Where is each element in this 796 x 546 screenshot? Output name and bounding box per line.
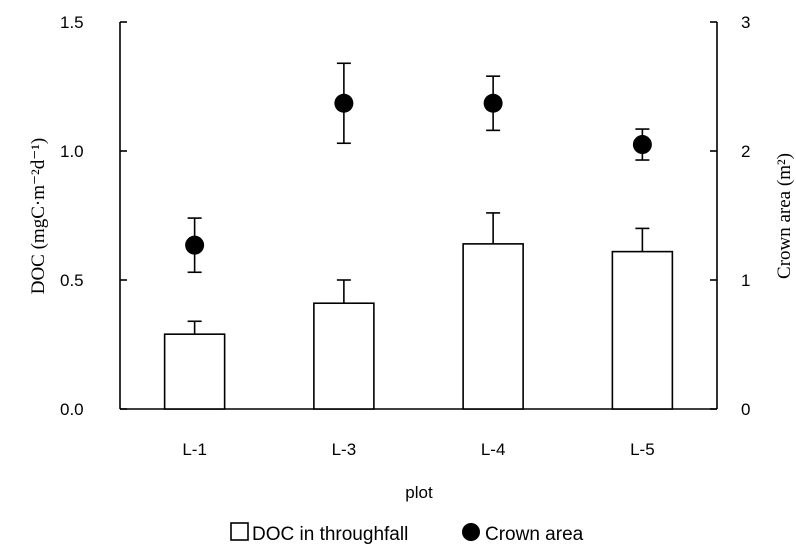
crown-area-point-group — [185, 217, 205, 274]
right-y-tick-label: 0 — [741, 400, 750, 419]
x-tick-label: L-5 — [630, 440, 655, 459]
left-y-tick-label: 1.5 — [60, 13, 84, 32]
x-ticks: L-1 L-3 L-4 L-5 — [182, 440, 654, 459]
x-tick-label: L-1 — [182, 440, 207, 459]
crown-area-point-group — [483, 75, 503, 132]
bar-error-bars — [187, 212, 650, 335]
doc-bar — [313, 302, 375, 410]
doc-error-bar — [187, 320, 202, 335]
legend-swatch-crown — [462, 523, 480, 541]
doc-error-bar — [635, 227, 650, 252]
legend: DOC in throughfall Crown area — [230, 522, 584, 545]
crown-area-point — [483, 93, 503, 113]
legend-label-crown: Crown area — [485, 524, 584, 545]
x-tick-label: L-4 — [481, 440, 506, 459]
crown-area-point — [185, 235, 205, 255]
bar-series — [163, 243, 674, 410]
left-y-axis-title: DOC (mgC·m⁻²d⁻¹) — [28, 138, 49, 295]
legend-label-doc: DOC in throughfall — [252, 524, 408, 545]
x-tick-label: L-3 — [332, 440, 357, 459]
crown-area-point-group — [334, 62, 354, 145]
crown-area-point-group — [632, 128, 652, 161]
crown-area-point — [632, 135, 652, 155]
x-axis-title: plot — [405, 483, 433, 502]
left-y-tick-label: 0.5 — [60, 271, 84, 290]
right-y-ticks: 0 1 2 3 — [710, 13, 750, 419]
right-y-tick-label: 1 — [741, 271, 750, 290]
legend-swatch-doc — [230, 522, 249, 541]
crown-area-point — [334, 93, 354, 113]
doc-error-bar — [336, 279, 351, 304]
right-y-tick-label: 3 — [741, 13, 750, 32]
left-y-tick-label: 1.0 — [60, 142, 84, 161]
point-series — [185, 62, 652, 274]
doc-bar — [462, 243, 524, 410]
left-y-ticks: 0.0 0.5 1.0 1.5 — [60, 13, 127, 419]
left-y-tick-label: 0.0 — [60, 400, 84, 419]
doc-bar — [163, 333, 226, 410]
doc-error-bar — [486, 212, 501, 244]
right-y-axis-title: Crown area (m²) — [774, 153, 795, 279]
doc-bar — [611, 250, 674, 410]
right-y-tick-label: 2 — [741, 142, 750, 161]
